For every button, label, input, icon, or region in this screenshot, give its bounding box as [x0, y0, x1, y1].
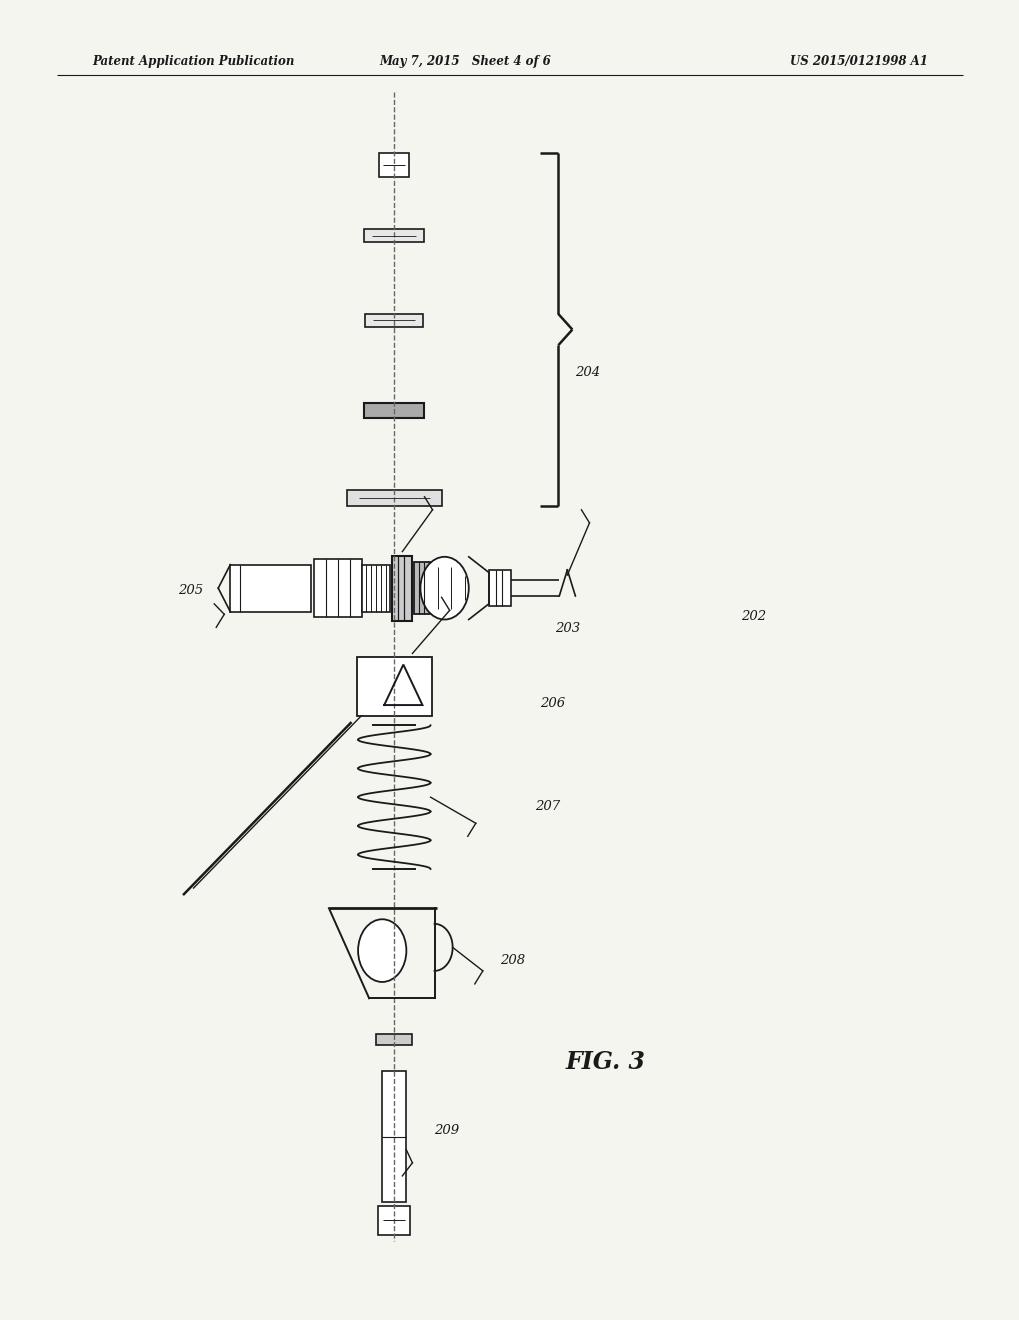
Text: May 7, 2015   Sheet 4 of 6: May 7, 2015 Sheet 4 of 6 [378, 55, 550, 69]
Text: 206: 206 [540, 697, 565, 710]
Bar [364, 403, 424, 418]
Bar [382, 1072, 406, 1203]
Bar [488, 570, 511, 606]
Bar [392, 556, 412, 620]
Bar [314, 560, 362, 616]
Text: US 2015/0121998 A1: US 2015/0121998 A1 [789, 55, 926, 69]
Text: 202: 202 [741, 610, 766, 623]
Circle shape [420, 557, 469, 619]
Bar [230, 565, 311, 611]
Bar [365, 314, 423, 327]
Text: 207: 207 [535, 800, 559, 813]
Text: FIG. 3: FIG. 3 [565, 1051, 645, 1074]
Bar [379, 153, 409, 177]
Bar [362, 565, 390, 611]
Text: 204: 204 [575, 366, 600, 379]
Text: Patent Application Publication: Patent Application Publication [93, 55, 294, 69]
Text: 205: 205 [177, 585, 203, 597]
Bar [376, 1034, 412, 1045]
Text: 208: 208 [499, 954, 525, 968]
Bar [414, 562, 429, 614]
Bar [346, 490, 441, 506]
Bar [378, 1206, 410, 1234]
Circle shape [358, 919, 406, 982]
Text: 203: 203 [554, 622, 580, 635]
Bar [357, 657, 432, 715]
Bar [364, 228, 424, 242]
Text: 209: 209 [434, 1123, 460, 1137]
